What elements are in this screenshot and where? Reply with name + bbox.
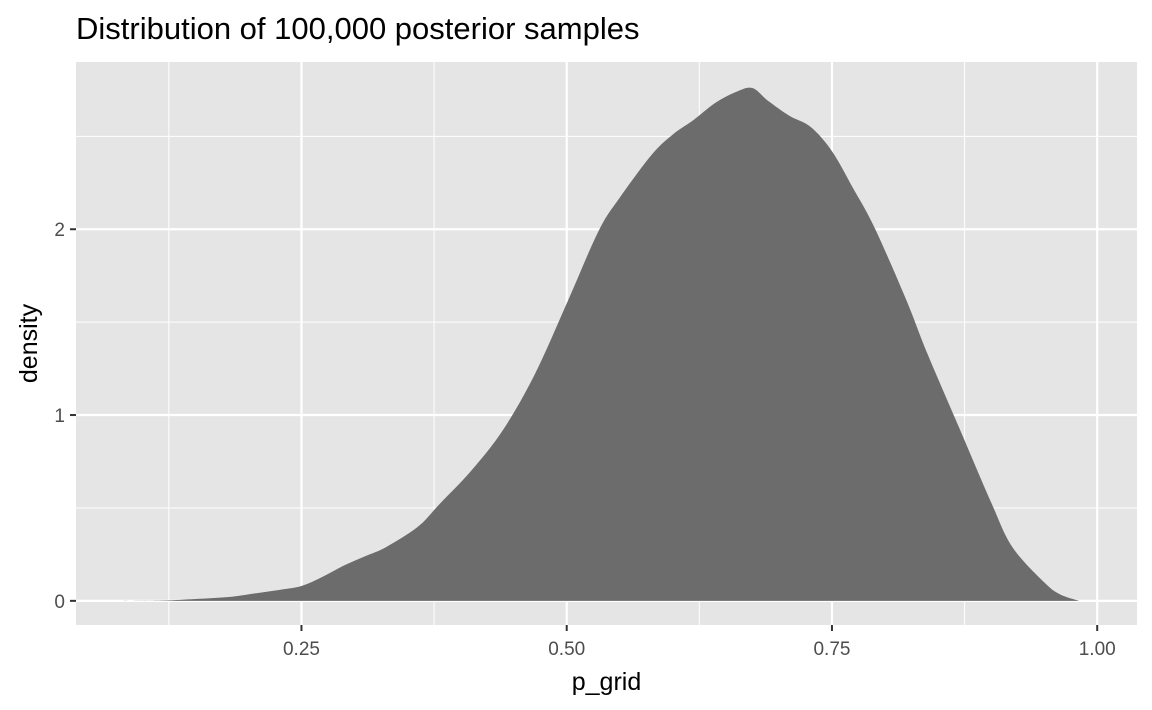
y-axis: 0 1 2 <box>54 220 76 613</box>
x-tick-label: 0.25 <box>283 639 320 660</box>
y-tick-label: 2 <box>54 220 65 241</box>
chart-title: Distribution of 100,000 posterior sample… <box>76 11 639 46</box>
x-tick-label: 0.50 <box>548 639 585 660</box>
x-axis: 0.25 0.50 0.75 1.00 <box>283 625 1116 660</box>
y-axis-title: density <box>15 303 43 383</box>
y-tick-label: 1 <box>54 406 65 427</box>
x-tick-label: 1.00 <box>1079 639 1116 660</box>
density-area <box>123 87 1080 601</box>
x-tick-label: 0.75 <box>813 639 850 660</box>
y-tick-label: 0 <box>54 592 65 613</box>
x-axis-title: p_grid <box>572 668 642 696</box>
